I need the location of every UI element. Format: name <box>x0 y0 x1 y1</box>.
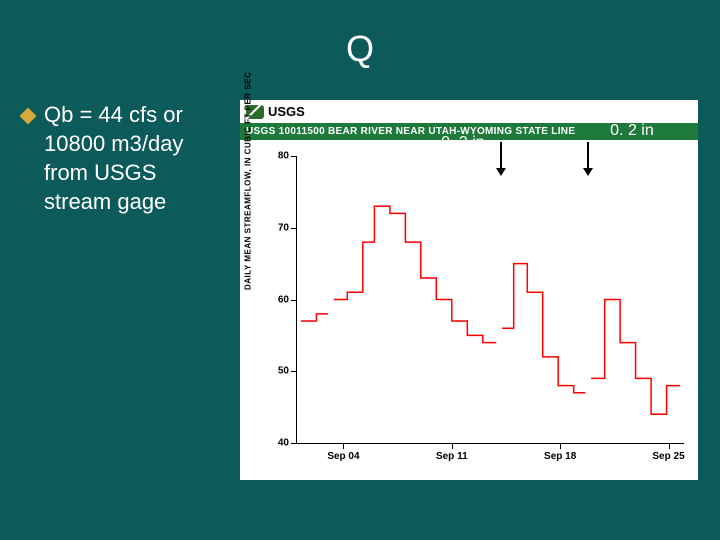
y-tick <box>291 371 297 372</box>
annotation-label: 0. 3 in <box>441 134 485 152</box>
series-line <box>297 156 684 443</box>
y-tick-label: 40 <box>278 438 289 449</box>
y-tick <box>291 300 297 301</box>
usgs-chart: USGS USGS 10011500 BEAR RIVER NEAR UTAH-… <box>240 100 698 480</box>
content-row: Qb = 44 cfs or 10800 m3/day from USGS st… <box>22 100 698 518</box>
usgs-logo-row: USGS <box>240 100 698 123</box>
annotation-label: 0. 2 in <box>610 122 654 140</box>
x-tick-label: Sep 04 <box>327 451 359 462</box>
y-tick <box>291 228 297 229</box>
y-tick-label: 70 <box>278 222 289 233</box>
usgs-logo-text: USGS <box>268 104 305 119</box>
bullet-block: Qb = 44 cfs or 10800 m3/day from USGS st… <box>22 100 232 518</box>
x-tick <box>452 443 453 449</box>
bullet-diamond-icon <box>20 108 37 125</box>
y-axis-label: DAILY MEAN STREAMFLOW, IN CUBIC FT PER S… <box>244 72 253 290</box>
y-tick-label: 50 <box>278 366 289 377</box>
y-tick-label: 80 <box>278 151 289 162</box>
y-tick-label: 60 <box>278 294 289 305</box>
y-tick <box>291 443 297 444</box>
bullet-text: Qb = 44 cfs or 10800 m3/day from USGS st… <box>44 100 229 216</box>
x-tick-label: Sep 11 <box>436 451 468 462</box>
y-tick <box>291 156 297 157</box>
x-tick <box>560 443 561 449</box>
slide-title: Q <box>0 28 720 70</box>
x-tick <box>669 443 670 449</box>
x-tick-label: Sep 18 <box>544 451 576 462</box>
plot-area: 4050607080Sep 04Sep 11Sep 18Sep 25 <box>296 156 684 444</box>
x-tick-label: Sep 25 <box>652 451 684 462</box>
x-tick <box>343 443 344 449</box>
